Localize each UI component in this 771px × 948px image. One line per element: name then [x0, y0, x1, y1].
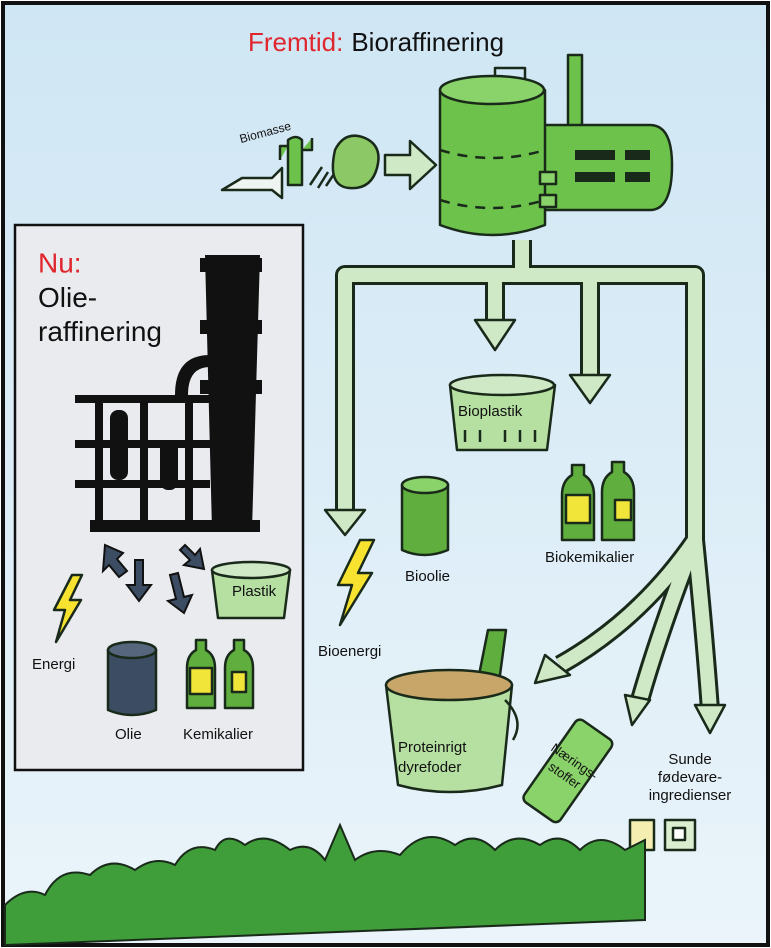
illustration: Fremtid:Bioraffinering Biomasse [0, 0, 771, 948]
oil-label: Olie [115, 726, 142, 743]
future-label: Fremtid: [248, 27, 343, 57]
biomass-part [333, 136, 379, 188]
bio-bottles-part [615, 500, 631, 520]
now-title-line: Olie- [38, 282, 97, 313]
biorefinery-part [440, 76, 544, 104]
oil-refinery-part [200, 320, 262, 334]
bottles-part [232, 672, 246, 692]
oil-refinery-part [200, 258, 262, 272]
biorefinery-part [540, 172, 556, 184]
food-line: Sunde [668, 751, 711, 768]
bio-bottles-part [566, 495, 590, 523]
oil-refinery-part [200, 380, 262, 394]
bio-barrel [402, 477, 448, 555]
feed-line: Proteinrigt [398, 739, 467, 756]
plastic-label: Plastik [232, 583, 277, 600]
biooil-label: Bioolie [405, 568, 450, 585]
oil-barrel-part [108, 642, 156, 658]
food-line: fødevare- [658, 769, 722, 786]
oil-refinery-part [90, 520, 260, 532]
biochemicals-label: Biokemikalier [545, 549, 634, 566]
oil-refinery-part [160, 440, 178, 490]
plastic-crate-part [212, 562, 290, 578]
energy-label: Energi [32, 656, 75, 673]
feed-line: dyrefoder [398, 759, 461, 776]
future-title: Bioraffinering [351, 27, 504, 57]
biorefinery-part-part [575, 150, 615, 160]
biorefinery-part [568, 55, 582, 135]
now-label: Nu: [38, 247, 82, 278]
oil-barrel [108, 642, 156, 715]
food-packages-part [673, 828, 685, 840]
food-line: ingredienser [649, 787, 732, 804]
oil-refinery-part [95, 395, 103, 530]
oil-barrel-part [108, 650, 156, 715]
biorefinery-part [540, 125, 672, 210]
bioenergy-label: Bioenergi [318, 643, 381, 660]
bio-barrel-part [402, 485, 448, 555]
bottles-part [190, 668, 212, 694]
bioplastic-label: Bioplastik [458, 403, 523, 420]
title: Fremtid: Bioraffinering [248, 27, 504, 57]
biorefinery-part-part [625, 150, 650, 160]
bio-barrel-part [402, 477, 448, 493]
biorefinery-part-part [625, 172, 650, 182]
now-title-line: raffinering [38, 316, 162, 347]
biorefinery-part-part [575, 172, 615, 182]
oil-refinery-part [110, 410, 128, 480]
oil-refinery-part [140, 395, 148, 530]
oil-refinery-part [185, 395, 193, 530]
bioplastic-crate-part [450, 375, 554, 395]
chemicals-label: Kemikalier [183, 726, 253, 743]
biorefinery-part [540, 195, 556, 207]
feed-bucket-part [386, 670, 512, 700]
